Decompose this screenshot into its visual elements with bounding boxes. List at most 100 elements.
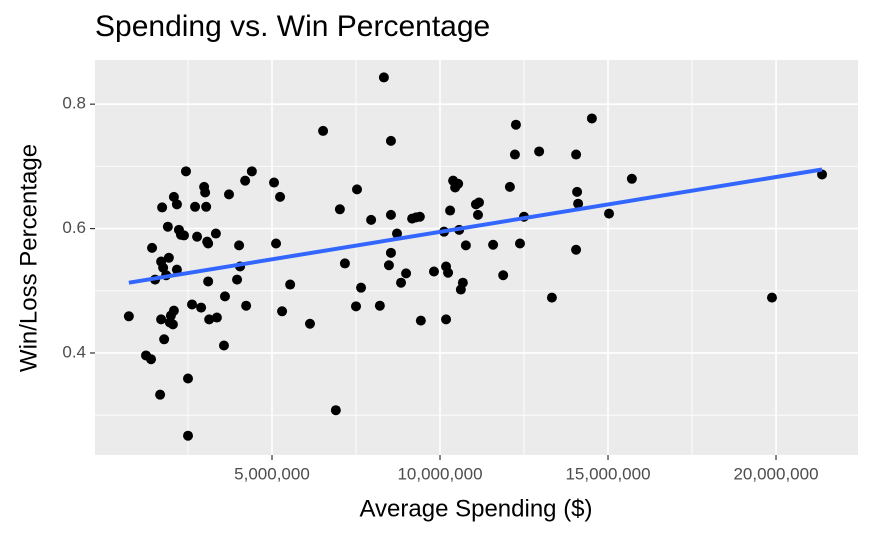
point: [183, 430, 194, 441]
point: [167, 319, 178, 330]
point: [378, 72, 389, 83]
point: [441, 314, 452, 325]
point: [147, 242, 158, 253]
point: [304, 318, 315, 329]
point: [277, 306, 288, 317]
point: [232, 274, 243, 285]
point: [571, 244, 582, 255]
y-tick-label: 0.8: [62, 94, 86, 113]
point: [285, 279, 296, 290]
point: [241, 300, 252, 311]
point: [414, 211, 425, 222]
point: [509, 149, 520, 160]
point: [190, 201, 201, 212]
x-axis-title: Average Spending ($): [359, 495, 592, 522]
point: [180, 166, 191, 177]
point: [334, 204, 345, 215]
point: [604, 208, 615, 219]
point: [219, 291, 230, 302]
point: [385, 209, 396, 220]
point: [318, 125, 329, 136]
point: [234, 240, 245, 251]
point: [163, 252, 174, 263]
point: [339, 258, 350, 269]
x-tick-label: 5,000,000: [234, 464, 310, 483]
x-tick-label: 10,000,000: [397, 464, 482, 483]
point: [498, 270, 509, 281]
panel: [95, 60, 858, 455]
point: [445, 205, 456, 216]
chart-title: Spending vs. Win Percentage: [95, 10, 490, 43]
point: [275, 191, 286, 202]
point: [223, 189, 234, 200]
point: [766, 292, 777, 303]
point: [392, 228, 403, 239]
point: [157, 202, 168, 213]
point: [396, 277, 407, 288]
point: [366, 214, 377, 225]
point: [383, 260, 394, 271]
point: [453, 178, 464, 189]
y-tick-label: 0.4: [62, 342, 86, 361]
point: [171, 264, 182, 275]
trend-line: [128, 167, 823, 285]
point: [203, 238, 214, 249]
point: [586, 113, 597, 124]
point: [201, 201, 212, 212]
point: [146, 354, 157, 365]
point: [196, 302, 207, 313]
point: [211, 312, 222, 323]
point: [546, 292, 557, 303]
point: [155, 389, 166, 400]
point: [443, 267, 454, 278]
point: [571, 149, 582, 160]
point: [352, 184, 363, 195]
point: [192, 231, 203, 242]
point: [218, 340, 229, 351]
point: [168, 305, 179, 316]
point: [356, 282, 367, 293]
point: [534, 146, 545, 157]
point: [269, 177, 280, 188]
x-tick-label: 20,000,000: [733, 464, 818, 483]
point: [472, 209, 483, 220]
point: [473, 197, 484, 208]
point: [572, 186, 583, 197]
point: [514, 238, 525, 249]
point: [401, 268, 412, 279]
point: [123, 311, 134, 322]
point: [246, 166, 257, 177]
point: [817, 169, 828, 180]
point: [385, 135, 396, 146]
point: [162, 221, 173, 232]
point: [374, 300, 385, 311]
point: [156, 314, 167, 325]
point: [428, 266, 439, 277]
point: [510, 119, 521, 130]
point: [271, 238, 282, 249]
point: [204, 314, 215, 325]
point: [626, 173, 637, 184]
point: [240, 175, 251, 186]
point: [504, 181, 515, 192]
point: [385, 247, 396, 258]
point: [171, 199, 182, 210]
point: [330, 405, 341, 416]
point: [210, 228, 221, 239]
point: [415, 315, 426, 326]
x-tick-label: 15,000,000: [565, 464, 650, 483]
point: [159, 334, 170, 345]
point: [351, 301, 362, 312]
point: [183, 373, 194, 384]
point: [203, 276, 214, 287]
y-tick-label: 0.6: [62, 218, 86, 237]
point: [488, 239, 499, 250]
point: [178, 230, 189, 241]
y-axis-title: Win/Loss Percentage: [15, 144, 42, 372]
point: [460, 240, 471, 251]
point: [187, 299, 198, 310]
point: [573, 198, 584, 209]
point: [457, 277, 468, 288]
